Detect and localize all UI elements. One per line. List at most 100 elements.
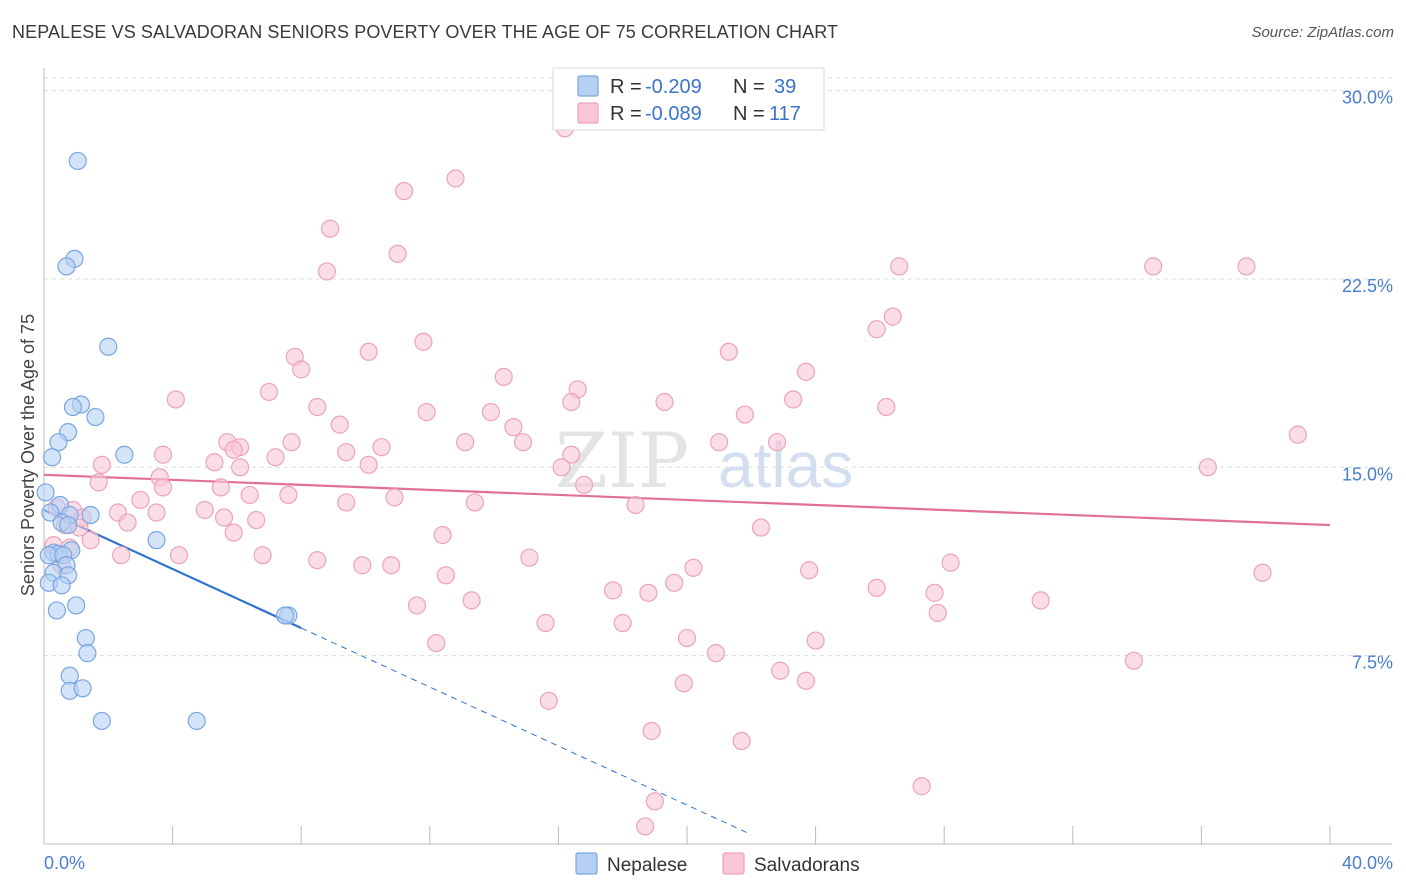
point-salvadorans bbox=[359, 342, 378, 361]
point-salvadorans bbox=[153, 445, 173, 464]
point-salvadorans bbox=[1198, 458, 1217, 477]
point-salvadorans bbox=[394, 181, 414, 201]
y-tick-label: 7.5% bbox=[1352, 653, 1393, 673]
point-salvadorans bbox=[771, 661, 790, 680]
point-salvadorans bbox=[308, 397, 327, 417]
point-salvadorans bbox=[890, 257, 909, 276]
point-salvadorans bbox=[462, 591, 481, 610]
point-salvadorans bbox=[642, 721, 661, 741]
series-legend-label-salvadorans[interactable]: Salvadorans bbox=[754, 855, 860, 876]
point-salvadorans bbox=[446, 169, 465, 188]
point-salvadorans bbox=[231, 458, 250, 477]
points-layer bbox=[36, 119, 1307, 836]
legend-swatch-salvadorans bbox=[577, 102, 599, 124]
point-salvadorans bbox=[536, 613, 555, 633]
point-salvadorans bbox=[279, 485, 298, 505]
point-salvadorans bbox=[925, 583, 944, 602]
point-salvadorans bbox=[353, 556, 372, 575]
stats-legend: R = -0.209 N = 39 R = -0.089 N = 117 bbox=[552, 67, 825, 131]
point-salvadorans bbox=[266, 448, 285, 467]
source-credit: Source: ZipAtlas.com bbox=[1251, 24, 1394, 41]
point-nepalese bbox=[57, 257, 76, 276]
point-salvadorans bbox=[147, 503, 166, 522]
point-salvadorans bbox=[800, 561, 819, 580]
point-nepalese bbox=[36, 483, 55, 502]
point-salvadorans bbox=[655, 392, 674, 412]
series-legend-swatch-nepalese[interactable] bbox=[575, 852, 598, 875]
watermark: ZIP atlas bbox=[555, 416, 853, 505]
point-nepalese bbox=[187, 711, 206, 731]
point-nepalese bbox=[147, 531, 166, 550]
point-salvadorans bbox=[282, 433, 301, 452]
legend-n-label-salvadorans: N = bbox=[733, 103, 765, 125]
point-salvadorans bbox=[205, 453, 224, 472]
grid-layer bbox=[44, 77, 1392, 657]
point-salvadorans bbox=[783, 390, 803, 409]
series-legend-swatch-salvadorans[interactable] bbox=[722, 852, 745, 875]
series-legend-label-nepalese[interactable]: Nepalese bbox=[607, 855, 687, 876]
point-salvadorans bbox=[166, 390, 185, 409]
point-nepalese bbox=[63, 397, 83, 417]
point-salvadorans bbox=[877, 397, 896, 417]
point-nepalese bbox=[73, 679, 92, 698]
point-salvadorans bbox=[751, 518, 771, 537]
point-salvadorans bbox=[520, 548, 539, 567]
point-salvadorans bbox=[382, 556, 401, 575]
point-nepalese bbox=[59, 515, 78, 535]
point-nepalese bbox=[67, 596, 86, 615]
point-salvadorans bbox=[562, 445, 581, 464]
point-salvadorans bbox=[575, 475, 594, 494]
point-salvadorans bbox=[407, 596, 427, 615]
point-salvadorans bbox=[456, 433, 475, 452]
point-salvadorans bbox=[796, 362, 816, 381]
point-nepalese bbox=[78, 644, 97, 663]
point-salvadorans bbox=[211, 478, 230, 497]
point-nepalese bbox=[276, 606, 295, 625]
point-salvadorans bbox=[639, 583, 658, 602]
point-nepalese bbox=[52, 576, 71, 595]
point-nepalese bbox=[99, 337, 118, 356]
point-salvadorans bbox=[867, 320, 886, 339]
point-salvadorans bbox=[414, 332, 433, 351]
ticks-layer: 7.5% 15.0% 22.5% 30.0% 0.0% 40.0% bbox=[44, 88, 1393, 873]
point-salvadorans bbox=[427, 633, 446, 653]
point-salvadorans bbox=[539, 691, 558, 710]
series-legend: Nepalese Salvadorans bbox=[575, 852, 860, 876]
point-salvadorans bbox=[372, 438, 391, 457]
point-nepalese bbox=[76, 628, 95, 648]
point-salvadorans bbox=[504, 418, 523, 437]
point-nepalese bbox=[60, 666, 79, 685]
chart-title: NEPALESE VS SALVADORAN SENIORS POVERTY O… bbox=[12, 22, 839, 42]
point-salvadorans bbox=[224, 440, 243, 459]
legend-n-label-nepalese: N = bbox=[733, 76, 765, 98]
point-salvadorans bbox=[436, 566, 455, 585]
legend-n-value-salvadorans: 117 bbox=[769, 103, 801, 125]
point-salvadorans bbox=[317, 262, 337, 281]
point-salvadorans bbox=[337, 493, 356, 512]
point-salvadorans bbox=[330, 415, 349, 434]
y-axis-label: Seniors Poverty Over the Age of 75 bbox=[18, 314, 38, 596]
point-salvadorans bbox=[481, 402, 500, 422]
legend-r-value-nepalese: -0.209 bbox=[645, 76, 702, 98]
point-salvadorans bbox=[494, 367, 513, 386]
y-tick-label: 30.0% bbox=[1342, 88, 1393, 108]
point-salvadorans bbox=[247, 510, 266, 530]
point-salvadorans bbox=[636, 817, 655, 836]
point-salvadorans bbox=[867, 578, 886, 597]
point-salvadorans bbox=[710, 433, 729, 452]
point-salvadorans bbox=[883, 307, 902, 326]
legend-r-value-salvadorans: -0.089 bbox=[645, 103, 702, 125]
x-tick-label-min: 0.0% bbox=[44, 853, 85, 873]
point-salvadorans bbox=[1124, 651, 1143, 670]
point-salvadorans bbox=[112, 546, 131, 565]
point-salvadorans bbox=[118, 513, 137, 532]
point-salvadorans bbox=[674, 674, 693, 693]
point-nepalese bbox=[49, 433, 68, 452]
point-salvadorans bbox=[1237, 257, 1256, 276]
point-nepalese bbox=[68, 151, 87, 171]
point-salvadorans bbox=[308, 551, 327, 570]
point-nepalese bbox=[81, 505, 100, 525]
point-salvadorans bbox=[645, 792, 664, 811]
point-salvadorans bbox=[552, 458, 571, 477]
point-salvadorans bbox=[665, 573, 684, 592]
